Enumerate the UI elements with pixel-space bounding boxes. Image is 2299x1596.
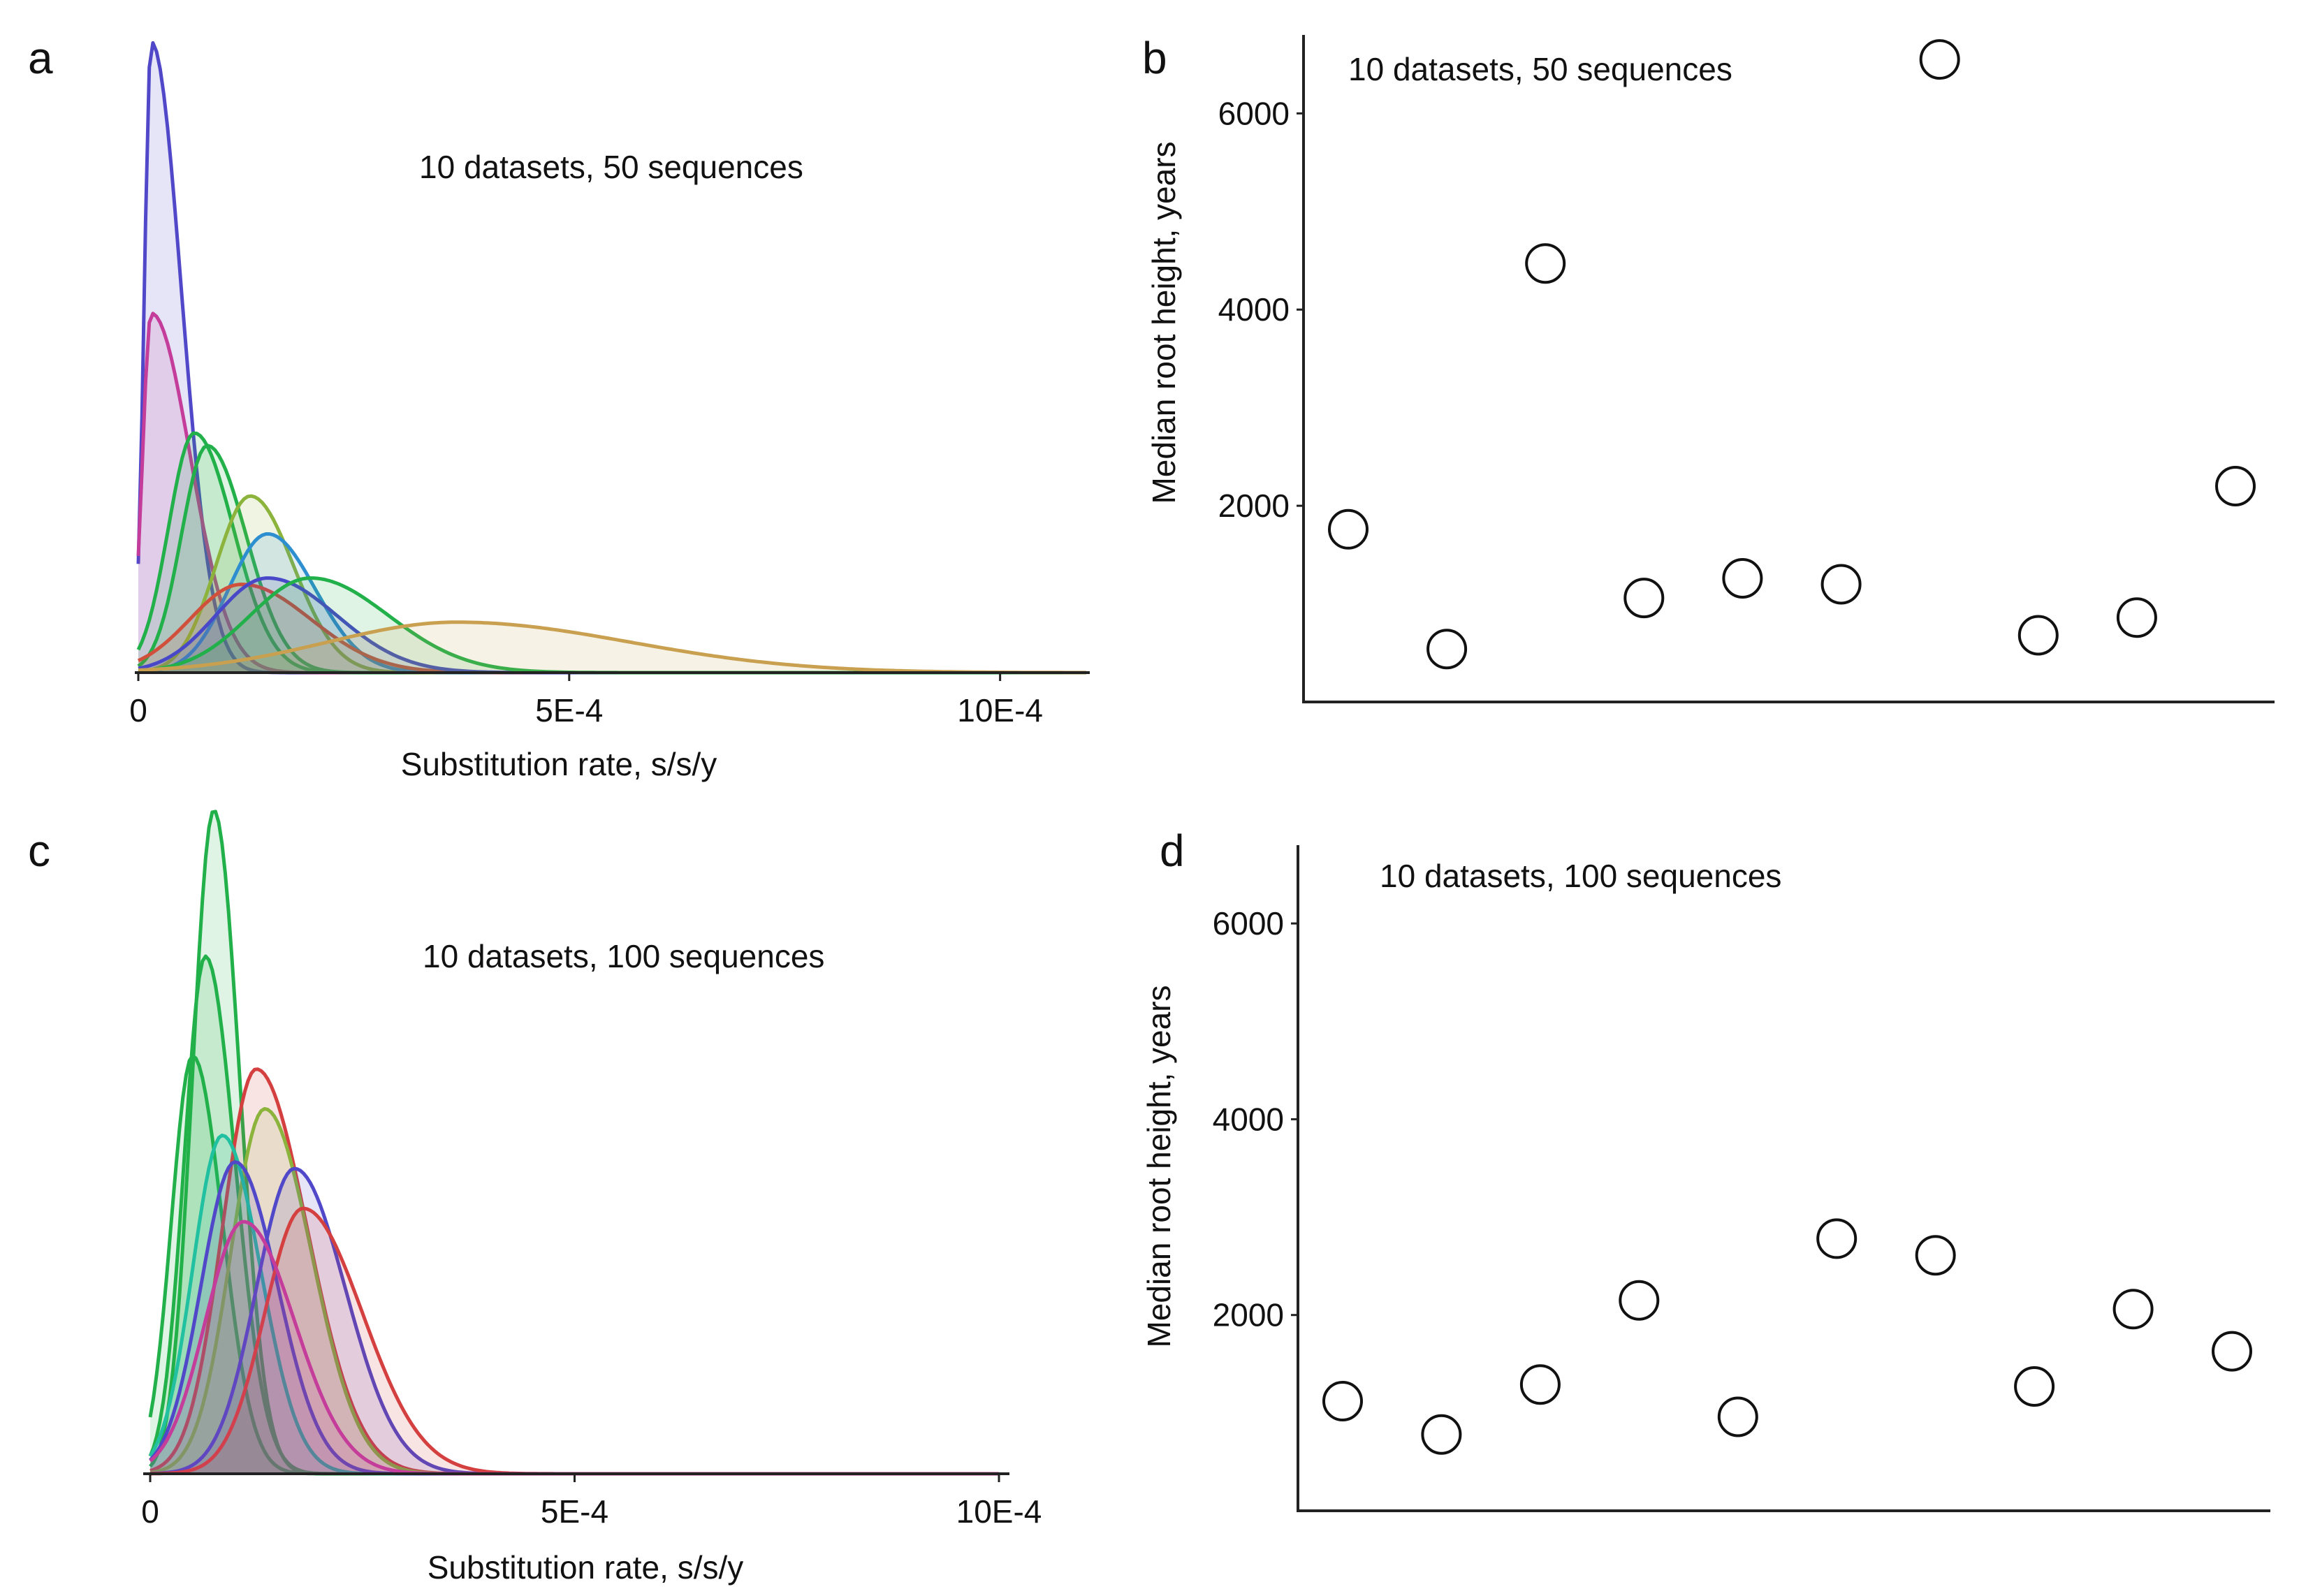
annotation-c: 10 datasets, 100 sequences [423,938,824,974]
scatter-point [1722,558,1763,599]
panel-c: c 0 5E-4 10E-4 10 datasets, 100 sequences … [28,810,1042,1586]
density-fill-ds3 [138,433,1086,673]
density-fill-ds5 [150,1108,999,1474]
panel-label-b: b [1142,33,1167,83]
scatter-point [2212,1331,2252,1372]
annotation-d: 10 datasets, 100 sequences [1380,858,1781,894]
scatter-point [1426,629,1468,670]
density-curves-a [136,41,1086,675]
density-fill-ds9 [150,1208,999,1474]
scatter-points-b [1328,39,2256,670]
x-tick-label: 5E-4 [535,692,603,729]
density-fill-ds4 [150,1069,999,1474]
x-tick-label: 10E-4 [956,1493,1042,1530]
panel-label-c: c [28,826,50,876]
panel-label-a: a [28,33,53,83]
density-fill-ds5 [138,496,1086,673]
x-axis-label-a: Substitution rate, s/s/y [401,746,717,782]
y-tick-label: 4000 [1213,1101,1284,1137]
axes-b [1302,35,2275,703]
scatter-point [2014,1366,2055,1407]
scatter-point [1525,243,1566,284]
scatter-point [1717,1396,1758,1437]
density-curves-c [148,810,999,1476]
scatter-point [1322,1381,1363,1421]
panel-label-d: d [1160,826,1185,876]
y-ticks-b: 2000 4000 6000 [1218,95,1304,524]
axes-d [1297,845,2270,1512]
scatter-point [2215,466,2256,506]
panel-b: b 2000 4000 6000 10 datasets, 50 sequences… [1142,33,2275,703]
annotation-b: 10 datasets, 50 sequences [1348,51,1732,87]
x-tick-label: 0 [141,1493,159,1530]
density-fill-ds8 [138,578,1086,673]
scatter-point [2116,597,2157,638]
scatter-point [1919,39,1960,80]
y-tick-label: 6000 [1213,905,1284,942]
scatter-point [1619,1280,1660,1321]
density-fill-ds9 [138,578,1086,673]
scatter-point [1820,564,1862,605]
panel-d: d 2000 4000 6000 10 datasets, 100 sequence… [1141,826,2270,1512]
x-ticks-a: 0 5E-4 10E-4 [129,673,1043,729]
density-fill-ds3 [150,1055,999,1474]
x-ticks-c: 0 5E-4 10E-4 [141,1474,1042,1530]
scatter-point [2017,615,2059,656]
scatter-point [1421,1414,1462,1455]
scatter-point [1328,508,1369,550]
scatter-point [1915,1235,1956,1276]
y-axis-label-b: Median root height, years [1146,141,1182,504]
panel-a: a 0 5E-4 10E-4 10 datasets, 50 sequences S… [28,33,1090,782]
density-fill-ds6 [150,1135,999,1474]
y-tick-label: 4000 [1218,291,1290,328]
density-fill-ds8 [150,1169,999,1474]
y-tick-label: 2000 [1218,488,1290,524]
y-ticks-d: 2000 4000 6000 [1213,905,1298,1333]
scatter-points-d [1322,1218,2252,1455]
y-tick-label: 2000 [1213,1297,1284,1333]
x-tick-label: 10E-4 [957,692,1043,729]
scatter-point [2112,1289,2154,1330]
density-fill-ds4 [138,445,1086,673]
x-tick-label: 5E-4 [541,1493,608,1530]
density-fill-ds6 [138,534,1086,673]
scatter-point [1623,578,1665,619]
density-fill-ds10 [138,622,1086,673]
x-axis-label-c: Substitution rate, s/s/y [428,1549,744,1586]
y-tick-label: 6000 [1218,95,1290,131]
density-fill-ds7 [138,584,1086,673]
density-fill-ds10 [150,1222,999,1474]
scatter-point [1519,1364,1561,1405]
scatter-point [1816,1218,1858,1259]
density-fill-ds1 [150,811,999,1474]
density-fill-ds7 [150,1162,999,1474]
x-tick-label: 0 [129,692,147,729]
annotation-a: 10 datasets, 50 sequences [419,149,803,185]
y-axis-label-d: Median root height, years [1141,985,1177,1347]
